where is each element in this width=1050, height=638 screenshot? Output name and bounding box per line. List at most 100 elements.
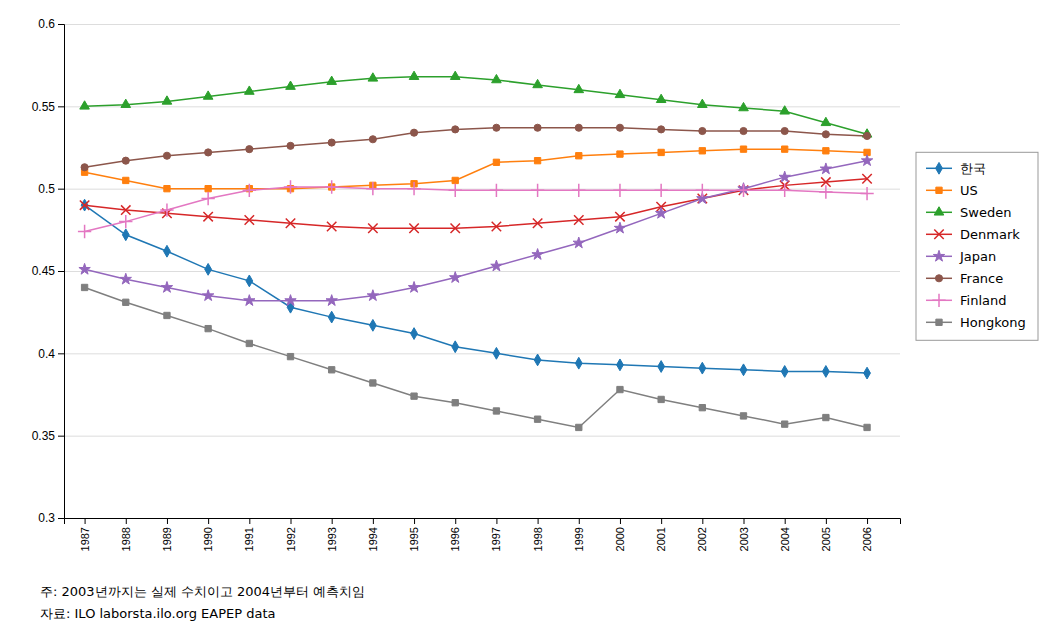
legend-marker: [936, 319, 942, 325]
line: [85, 187, 867, 231]
x-tick-mark: [579, 518, 580, 524]
marker: [79, 263, 90, 274]
x-tick-label: 1998: [532, 527, 544, 551]
marker: [574, 215, 583, 224]
series: [81, 124, 871, 171]
grid-line: [64, 436, 900, 437]
x-tick-label: 2003: [738, 527, 750, 551]
marker: [449, 184, 462, 197]
marker: [575, 124, 582, 131]
chart: 0.30.350.40.450.50.550.61987198819891990…: [0, 0, 1050, 638]
marker: [617, 151, 623, 157]
marker: [205, 149, 212, 156]
x-axis: 1987198819891990199119921993199419951996…: [65, 518, 901, 551]
marker: [407, 182, 420, 195]
marker: [615, 89, 625, 97]
line: [85, 77, 867, 135]
x-tick-label: 2001: [655, 527, 667, 551]
y-axis: 0.30.350.40.450.50.550.6: [32, 17, 65, 525]
marker: [782, 146, 788, 152]
line: [85, 161, 867, 301]
x-tick-mark: [496, 518, 497, 524]
y-tick: 0.4: [38, 347, 64, 361]
marker: [452, 341, 459, 353]
marker: [533, 79, 543, 87]
marker: [328, 139, 335, 146]
x-tick: 2006: [861, 518, 873, 551]
x-tick-label: 2005: [820, 527, 832, 551]
marker: [492, 222, 501, 231]
note: 자료: ILO laborsta.ilo.org EAPEP data: [40, 606, 276, 621]
marker: [862, 174, 871, 183]
marker: [452, 177, 458, 183]
legend-label: Denmark: [960, 227, 1020, 242]
marker: [450, 272, 461, 283]
marker: [411, 328, 418, 340]
marker: [656, 94, 666, 102]
x-tick: 1992: [285, 518, 297, 551]
x-tick-label: 1995: [408, 527, 420, 551]
x-tick-label: 1988: [120, 527, 132, 551]
marker: [202, 290, 213, 301]
legend-marker: [934, 207, 944, 215]
marker: [534, 124, 541, 131]
marker: [655, 207, 666, 218]
marker: [123, 177, 129, 183]
marker: [573, 237, 584, 248]
marker: [80, 200, 89, 209]
series: [80, 174, 872, 233]
marker: [493, 408, 499, 414]
marker: [164, 312, 170, 318]
marker: [246, 340, 252, 346]
marker: [699, 148, 705, 154]
y-tick: 0.5: [38, 182, 64, 196]
marker: [574, 84, 584, 92]
marker: [613, 184, 626, 197]
y-tick: 0.6: [38, 17, 64, 31]
marker: [286, 81, 296, 89]
marker: [740, 413, 746, 419]
marker: [493, 347, 500, 359]
marker: [861, 155, 872, 166]
marker: [532, 249, 543, 260]
marker: [576, 424, 582, 430]
marker: [823, 414, 829, 420]
x-tick-mark: [455, 518, 456, 524]
grid-tick: [64, 24, 900, 25]
marker: [779, 171, 790, 182]
y-axis-line: [58, 25, 65, 519]
legend-label: 한국: [960, 161, 986, 176]
marker: [410, 129, 417, 136]
marker: [452, 126, 459, 133]
x-tick-mark: [661, 518, 662, 524]
marker: [409, 71, 419, 79]
marker: [81, 164, 88, 171]
marker: [699, 362, 706, 374]
marker: [163, 152, 170, 159]
marker: [327, 222, 336, 231]
y-tick-mark: [58, 436, 64, 437]
marker: [205, 186, 211, 192]
marker: [164, 186, 170, 192]
x-tick-mark: [538, 518, 539, 524]
marker: [328, 311, 335, 323]
x-tick-label: 2000: [614, 527, 626, 551]
x-tick: 1995: [408, 518, 420, 551]
series: [80, 71, 872, 137]
x-tick: 1987: [79, 518, 91, 551]
series: [79, 155, 873, 306]
marker: [325, 180, 338, 193]
marker: [368, 73, 378, 81]
marker: [243, 184, 256, 197]
marker: [778, 184, 791, 197]
x-tick: 1997: [490, 518, 502, 551]
marker: [739, 102, 749, 110]
marker: [491, 260, 502, 271]
legend-label: Japan: [959, 249, 996, 264]
grid-line: [64, 271, 900, 272]
legend-item: Japan: [926, 249, 996, 264]
marker: [864, 424, 870, 430]
marker: [782, 421, 788, 427]
marker: [162, 96, 172, 104]
line: [85, 287, 867, 427]
